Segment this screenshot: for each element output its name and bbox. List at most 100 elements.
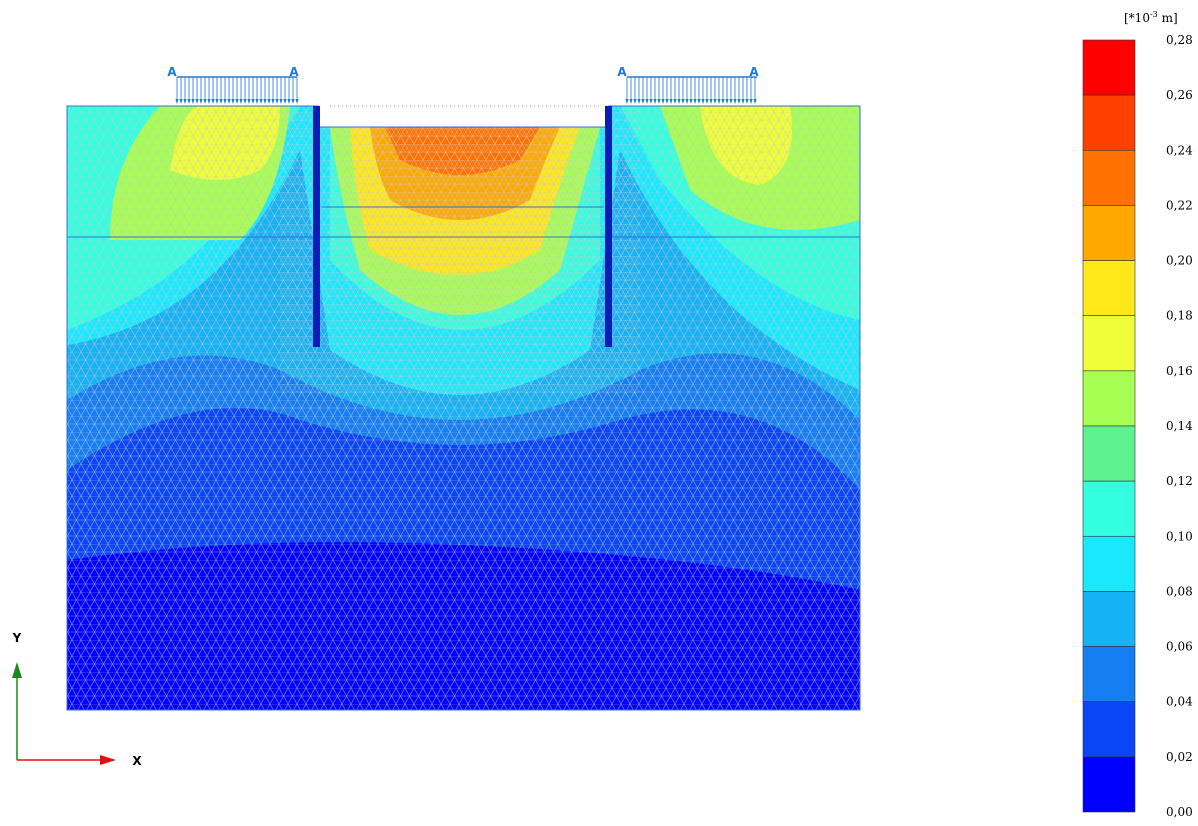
load-arrow-head (203, 99, 207, 104)
legend-label: 0,22 (1166, 198, 1193, 212)
legend-label: 0,00 (1166, 805, 1193, 819)
wall (605, 106, 612, 347)
legend-label: 0,28 (1166, 33, 1193, 47)
load-arrow-head (187, 99, 191, 104)
legend-label: 0,16 (1166, 364, 1193, 378)
legend-band (1082, 480, 1136, 537)
load-arrow-head (737, 99, 741, 104)
load-arrow-head (653, 99, 657, 104)
load-arrow-head (195, 99, 199, 104)
load-arrow-head (263, 99, 267, 104)
load-arrow-head (649, 99, 653, 104)
load-arrow-head (207, 99, 211, 104)
legend-band (1082, 149, 1136, 206)
load-arrow-head (697, 99, 701, 104)
legend-label: 0,12 (1166, 474, 1193, 488)
load-arrow-head (677, 99, 681, 104)
contour-plot (67, 106, 860, 710)
legend-label: 0,06 (1166, 640, 1193, 654)
load-arrow-head (713, 99, 717, 104)
legend-label: 0,02 (1166, 750, 1193, 764)
legend-band (1082, 315, 1136, 372)
load-label: A (617, 65, 627, 79)
legend-band (1082, 260, 1136, 317)
load-arrow-head (179, 99, 183, 104)
load-arrow-head (243, 99, 247, 104)
legend-label: 0,08 (1166, 584, 1193, 598)
load-arrow-head (191, 99, 195, 104)
legend-band (1082, 646, 1136, 703)
unit-base: [*10 (1124, 11, 1150, 25)
load-arrow-head (223, 99, 227, 104)
legend-band (1082, 425, 1136, 482)
load-arrow-head (705, 99, 709, 104)
load-arrow-head (709, 99, 713, 104)
load-arrow-head (295, 99, 299, 104)
load-arrow-head (219, 99, 223, 104)
axis-y-arrow (12, 662, 22, 678)
legend-band (1082, 535, 1136, 592)
legend-band (1082, 591, 1136, 647)
load-arrow-head (255, 99, 259, 104)
load-arrow-head (287, 99, 291, 104)
load-arrow-head (251, 99, 255, 104)
legend: 0,28 0,26 0,24 0,22 0,20 0,18 0,16 0,14 0,12 0,10… (1082, 33, 1193, 819)
load-arrow-head (259, 99, 263, 104)
legend-band (1082, 701, 1136, 758)
load-arrow-head (279, 99, 283, 104)
legend-label: 0,20 (1166, 254, 1193, 268)
load-arrow-head (211, 99, 215, 104)
legend-label: 0,14 (1166, 419, 1193, 433)
legend-band (1082, 756, 1136, 813)
load-arrow-head (239, 99, 243, 104)
load-arrow-head (291, 99, 295, 104)
load-label: A (289, 65, 299, 79)
load-arrow-head (633, 99, 637, 104)
legend-band (1082, 39, 1136, 96)
load-arrow-head (235, 99, 239, 104)
load-arrow-head (657, 99, 661, 104)
axis-x-arrow (100, 755, 116, 765)
load-arrow-head (215, 99, 219, 104)
load-arrow-head (665, 99, 669, 104)
load-arrow-head (637, 99, 641, 104)
load-arrow-head (645, 99, 649, 104)
load-arrow-head (741, 99, 745, 104)
load-arrow-head (689, 99, 693, 104)
load-arrow-head (685, 99, 689, 104)
load-arrow-head (231, 99, 235, 104)
legend-label: 0,26 (1166, 88, 1193, 102)
load-arrow-head (267, 99, 271, 104)
load-label: A (749, 65, 759, 79)
axis-x-label: X (132, 754, 142, 768)
legend-band (1082, 94, 1136, 151)
load-arrow-head (625, 99, 629, 104)
legend-band (1082, 205, 1136, 261)
load-arrow-head (247, 99, 251, 104)
unit-suffix: m] (1158, 11, 1178, 25)
load-arrow-head (729, 99, 733, 104)
load-arrow-head (749, 99, 753, 104)
legend-unit: [*10-3 m] (1124, 10, 1178, 25)
load-arrow-head (199, 99, 203, 104)
load-arrow-head (745, 99, 749, 104)
legend-label: 0,18 (1166, 309, 1193, 323)
load-arrow-head (701, 99, 705, 104)
load-arrow-head (693, 99, 697, 104)
axis-y-label: Y (12, 631, 22, 645)
load-arrow-head (641, 99, 645, 104)
load-arrow-head (681, 99, 685, 104)
legend-label: 0,24 (1166, 143, 1193, 157)
load-arrow-head (669, 99, 673, 104)
load-label: A (167, 65, 177, 79)
load-arrow-head (629, 99, 633, 104)
load-arrow-head (725, 99, 729, 104)
load-arrow-head (733, 99, 737, 104)
load-arrow-head (673, 99, 677, 104)
legend-label: 0,04 (1166, 695, 1193, 709)
load-arrow-head (283, 99, 287, 104)
load-arrow-head (753, 99, 757, 104)
load-arrow-head (175, 99, 179, 104)
